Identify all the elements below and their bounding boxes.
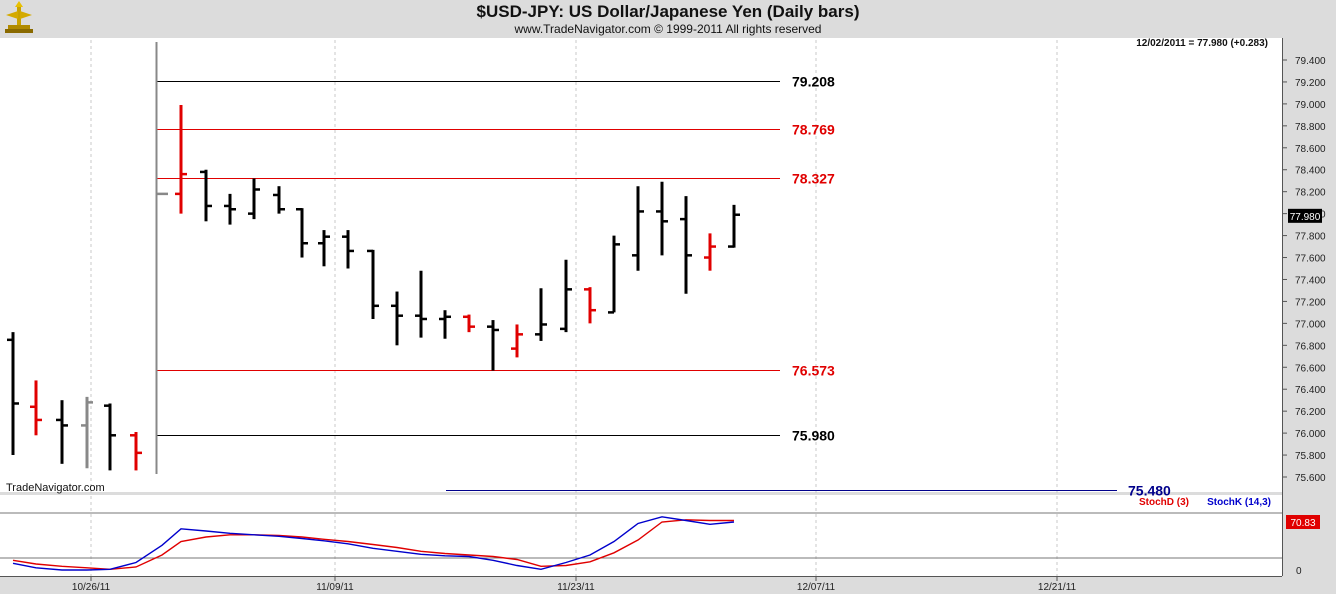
price-bar bbox=[130, 432, 142, 471]
stoch-value-tag bbox=[1286, 515, 1320, 529]
price-bar bbox=[273, 186, 285, 214]
price-bar bbox=[342, 230, 354, 269]
last-price-label: 77.980 bbox=[1290, 212, 1321, 223]
last-price-tag bbox=[1288, 208, 1322, 223]
level-label: 75.480 bbox=[1128, 483, 1171, 499]
stochd-line bbox=[12, 519, 734, 571]
price-tick-label: 77.000 bbox=[1295, 319, 1326, 330]
date-tick-label: 11/23/11 bbox=[557, 582, 595, 593]
price-tick-label: 76.400 bbox=[1295, 385, 1326, 396]
price-bar bbox=[81, 396, 93, 469]
price-bar bbox=[415, 270, 427, 338]
date-tick-label: 12/07/11 bbox=[797, 582, 836, 593]
price-tick-label: 79.200 bbox=[1295, 78, 1326, 89]
price-bar bbox=[535, 288, 547, 341]
price-bar bbox=[318, 230, 330, 267]
stochk-line bbox=[12, 516, 735, 571]
price-bar bbox=[560, 259, 572, 333]
price-bar bbox=[248, 178, 260, 220]
vertical-grid bbox=[90, 40, 1058, 576]
price-panel bbox=[0, 38, 1282, 493]
price-tick-label: 78.200 bbox=[1295, 188, 1326, 199]
price-bar bbox=[367, 249, 379, 319]
watermark: TradeNavigator.com bbox=[6, 482, 105, 494]
price-bar bbox=[296, 207, 308, 258]
price-tick-label: 77.200 bbox=[1295, 297, 1326, 308]
price-tick-label: 76.600 bbox=[1295, 363, 1326, 374]
level-label: 78.769 bbox=[792, 122, 835, 138]
legend-stochd: StochD (3) bbox=[1139, 497, 1189, 508]
price-bar bbox=[632, 186, 644, 271]
price-bar bbox=[439, 310, 451, 339]
panel-divider bbox=[0, 492, 1336, 495]
price-tick-label: 76.800 bbox=[1295, 341, 1326, 352]
price-tick-label: 76.200 bbox=[1295, 407, 1326, 418]
price-bars bbox=[7, 104, 740, 471]
price-bar bbox=[704, 233, 716, 271]
price-bar bbox=[656, 181, 668, 256]
price-bar bbox=[487, 320, 499, 371]
price-bar bbox=[175, 104, 187, 214]
price-tick-label: 79.400 bbox=[1295, 56, 1326, 67]
price-bar bbox=[200, 169, 212, 222]
price-tick-label: 76.000 bbox=[1295, 429, 1326, 440]
stochastic-panel bbox=[0, 495, 1282, 576]
stochastic-lines bbox=[0, 512, 1282, 571]
price-bar bbox=[511, 324, 523, 358]
price-tick-label: 77.800 bbox=[1295, 232, 1326, 243]
price-tick-label: 77.600 bbox=[1295, 254, 1326, 265]
price-tick-label: 79.000 bbox=[1295, 100, 1326, 111]
price-tick-label: 75.800 bbox=[1295, 451, 1326, 462]
date-tick-label: 10/26/11 bbox=[72, 582, 111, 593]
level-label: 75.980 bbox=[792, 428, 835, 444]
price-bar bbox=[56, 400, 68, 464]
price-tick-label: 77.400 bbox=[1295, 275, 1326, 286]
price-tick-label: 78.800 bbox=[1295, 122, 1326, 133]
price-tick-label: 75.600 bbox=[1295, 473, 1326, 484]
price-readout: 12/02/2011 = 77.980 (+0.283) bbox=[1136, 38, 1268, 49]
price-bar bbox=[224, 193, 236, 225]
price-bar bbox=[463, 314, 475, 333]
price-bar bbox=[728, 204, 740, 248]
price-bar bbox=[156, 192, 168, 196]
price-bar bbox=[104, 403, 116, 471]
level-label: 79.208 bbox=[792, 74, 835, 90]
price-bar bbox=[7, 332, 19, 456]
stoch-value-label: 70.83 bbox=[1290, 518, 1315, 529]
level-lines: 79.208 78.769 78.327 76.573 75.980 75.480 bbox=[157, 74, 1171, 499]
chart-header: $USD-JPY: US Dollar/Japanese Yen (Daily … bbox=[0, 0, 1336, 38]
trade-navigator-logo-icon bbox=[5, 1, 33, 33]
chart-title: $USD-JPY: US Dollar/Japanese Yen (Daily … bbox=[476, 2, 860, 21]
price-tick-label: 78.600 bbox=[1295, 144, 1326, 155]
stoch-axis-zero: 0 bbox=[1296, 566, 1302, 577]
price-axis: 75.600 75.800 76.000 76.200 76.400 76.600 76.8… bbox=[1282, 56, 1326, 484]
price-tick-label: 78.400 bbox=[1295, 166, 1326, 177]
chart-subtitle: www.TradeNavigator.com © 1999-2011 All r… bbox=[514, 22, 822, 36]
level-label: 76.573 bbox=[792, 363, 835, 379]
price-bar bbox=[30, 380, 42, 436]
price-bar bbox=[608, 235, 620, 314]
level-label: 78.327 bbox=[792, 171, 835, 187]
legend-stochk: StochK (14,3) bbox=[1207, 497, 1271, 508]
date-axis: 10/26/11 11/09/11 11/23/11 12/07/11 12/21/11 bbox=[72, 576, 1077, 593]
date-tick-label: 11/09/11 bbox=[316, 582, 354, 593]
date-tick-label: 12/21/11 bbox=[1038, 582, 1077, 593]
price-bar bbox=[680, 196, 692, 294]
price-bar bbox=[391, 291, 403, 346]
price-bar bbox=[584, 287, 596, 324]
